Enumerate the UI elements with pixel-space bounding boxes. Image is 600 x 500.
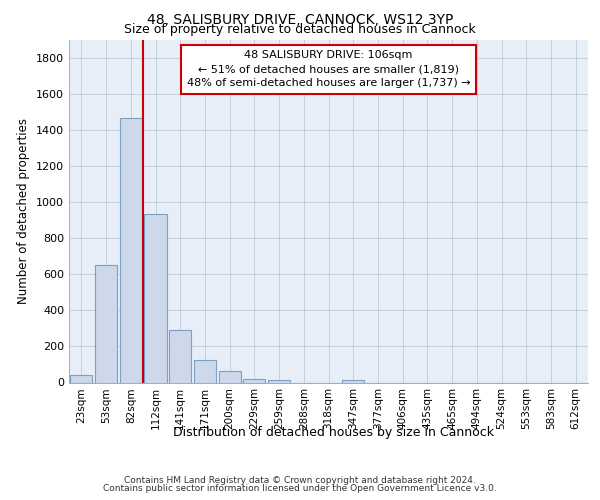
Bar (194, 360, 216, 382)
Text: Contains public sector information licensed under the Open Government Licence v3: Contains public sector information licen… (103, 484, 497, 493)
Text: Distribution of detached houses by size in Cannock: Distribution of detached houses by size … (173, 426, 494, 439)
Bar (95, 266, 117, 382)
Text: Size of property relative to detached houses in Cannock: Size of property relative to detached ho… (124, 22, 476, 36)
Text: 48, SALISBURY DRIVE, CANNOCK, WS12 3YP: 48, SALISBURY DRIVE, CANNOCK, WS12 3YP (147, 12, 453, 26)
Text: 48 SALISBURY DRIVE: 106sqm
← 51% of detached houses are smaller (1,819)
48% of s: 48 SALISBURY DRIVE: 106sqm ← 51% of deta… (187, 50, 470, 88)
Bar (342, 380, 364, 382)
Bar (268, 380, 290, 382)
Bar (119, 118, 142, 382)
Bar (218, 371, 241, 382)
Y-axis label: Number of detached properties: Number of detached properties (17, 118, 31, 304)
Text: Contains HM Land Registry data © Crown copyright and database right 2024.: Contains HM Land Registry data © Crown c… (124, 476, 476, 485)
Bar (169, 330, 191, 382)
Bar (145, 214, 167, 382)
Bar (243, 378, 265, 382)
Bar (70, 376, 92, 382)
